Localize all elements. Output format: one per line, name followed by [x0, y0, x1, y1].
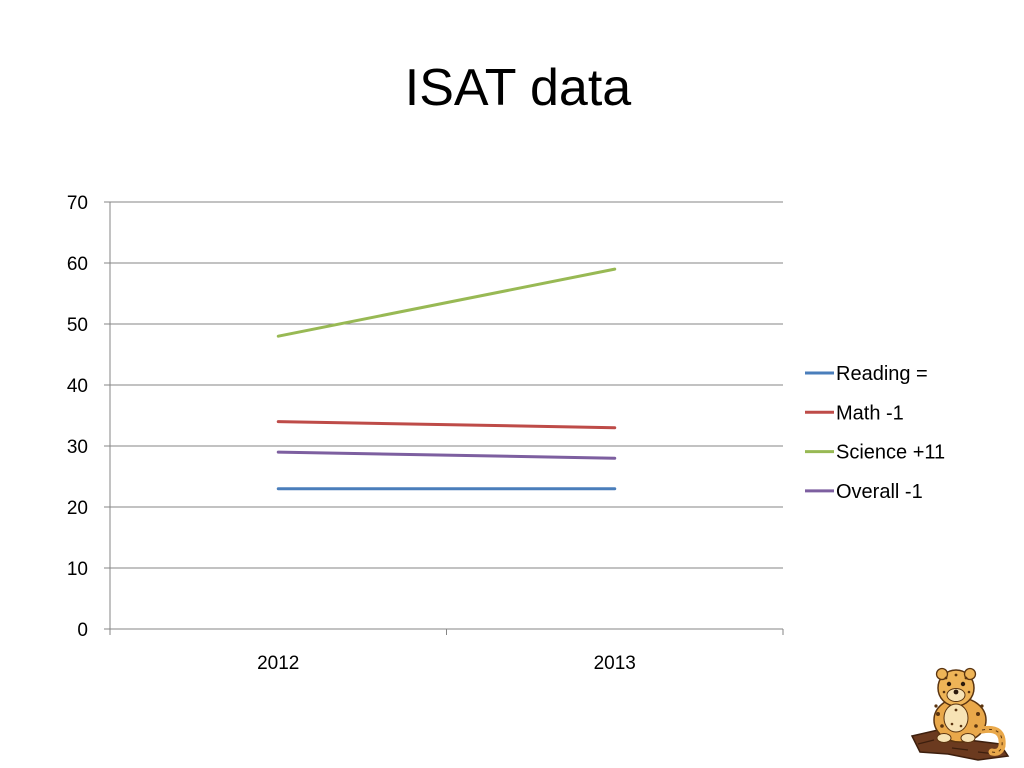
y-tick-label-50: 50	[67, 315, 88, 336]
y-tick-label-30: 30	[67, 437, 88, 458]
legend-label-1: Math -1	[836, 402, 904, 424]
chart-series-lines	[276, 267, 617, 491]
chart-gridlines	[110, 201, 783, 569]
y-tick-label-20: 20	[67, 498, 88, 519]
y-tick-label-0: 0	[77, 620, 88, 641]
y-tick-label-40: 40	[67, 376, 88, 397]
y-tick-label-70: 70	[67, 193, 88, 214]
legend-label-3: Overall -1	[836, 481, 923, 503]
y-tick-label-60: 60	[67, 254, 88, 275]
x-axis-tick-labels: 2012 2013	[257, 653, 636, 674]
legend-label-2: Science +11	[836, 442, 945, 464]
leopard-mascot-icon	[910, 667, 1010, 761]
y-tick-label-10: 10	[67, 559, 88, 580]
x-tick-label-2013: 2013	[594, 653, 636, 674]
series-line-3	[276, 450, 617, 460]
series-line-1	[276, 420, 617, 430]
x-tick-label-2012: 2012	[257, 653, 299, 674]
legend-label-0: Reading =	[836, 363, 928, 385]
series-line-2	[276, 267, 617, 338]
chart-legend: Reading = Math -1 Science +11 Overall -1	[805, 363, 945, 503]
y-axis-tick-labels: 0 10 20 30 40 50 60 70	[67, 193, 88, 641]
slide-title: ISAT data	[404, 59, 632, 117]
chart-axes	[104, 201, 784, 635]
